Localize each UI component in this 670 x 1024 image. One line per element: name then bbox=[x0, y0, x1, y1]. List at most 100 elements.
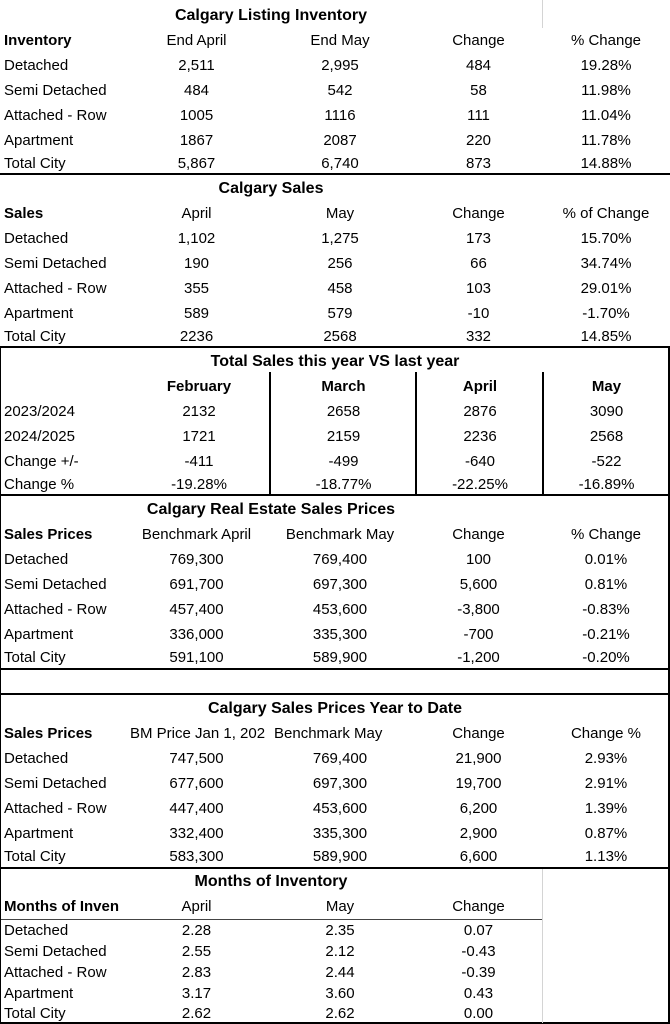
data-cell: 583,300 bbox=[169, 848, 224, 865]
data-cell: 0.81% bbox=[584, 576, 628, 593]
row-label: Attached - Row bbox=[4, 964, 107, 981]
data-cell: 769,300 bbox=[169, 551, 224, 568]
data-cell: 6,600 bbox=[459, 848, 498, 865]
row-label: Total City bbox=[4, 155, 66, 172]
data-cell: 691,700 bbox=[169, 576, 224, 593]
section-divider bbox=[0, 1022, 670, 1024]
table-row: Total City 2236 2568 332 14.85% bbox=[0, 326, 670, 347]
row-label: Apartment bbox=[4, 985, 74, 1002]
section-title-row: Total Sales this year VS last year bbox=[0, 349, 670, 374]
row-label: Change +/- bbox=[4, 453, 79, 470]
table-row: Detached 769,300 769,400 100 0.01% bbox=[0, 547, 670, 572]
data-cell: 14.88% bbox=[580, 155, 632, 172]
data-cell: 1867 bbox=[179, 132, 214, 149]
section-title-row: Calgary Listing Inventory bbox=[0, 3, 670, 28]
table-row: Apartment 336,000 335,300 -700 -0.21% bbox=[0, 622, 670, 647]
table-row: Semi Detached 190 256 66 34.74% bbox=[0, 251, 670, 276]
data-cell: 0.01% bbox=[584, 551, 628, 568]
header-cell: April bbox=[181, 205, 212, 222]
data-cell: 190 bbox=[183, 255, 210, 272]
data-cell: 19.28% bbox=[580, 57, 632, 74]
row-label: Detached bbox=[4, 230, 69, 247]
data-cell: 3090 bbox=[589, 403, 624, 420]
table-row: 2023/2024 2132 2658 2876 3090 bbox=[0, 399, 670, 424]
section-divider bbox=[0, 867, 670, 869]
column-divider bbox=[269, 372, 271, 495]
header-row: Sales Prices BM Price Jan 1, 202 Benchma… bbox=[0, 721, 670, 746]
data-cell: -19.28% bbox=[171, 476, 227, 493]
data-cell: 2.93% bbox=[584, 750, 628, 767]
header-row: Sales Prices Benchmark April Benchmark M… bbox=[0, 522, 670, 547]
data-cell: 6,200 bbox=[459, 800, 498, 817]
header-cell: Change bbox=[452, 205, 505, 222]
column-divider bbox=[415, 372, 417, 495]
data-cell: 2,900 bbox=[459, 825, 498, 842]
row-label: Change % bbox=[4, 476, 75, 493]
data-cell: 769,400 bbox=[312, 750, 368, 767]
row-label: 2024/2025 bbox=[4, 428, 75, 445]
table-row: Attached - Row 1005 1116 111 11.04% bbox=[0, 103, 670, 128]
grid-line bbox=[542, 0, 543, 28]
row-label: Semi Detached bbox=[4, 775, 107, 792]
section-title: Calgary Real Estate Sales Prices bbox=[146, 500, 396, 518]
data-cell: 11.04% bbox=[581, 107, 631, 124]
data-cell: 2159 bbox=[326, 428, 361, 445]
header-cell bbox=[0, 374, 128, 399]
data-cell: 0.43 bbox=[463, 985, 494, 1002]
header-row: Sales April May Change % of Change bbox=[0, 201, 670, 226]
row-label: Apartment bbox=[4, 305, 74, 322]
data-cell: 5,867 bbox=[177, 155, 216, 172]
data-cell: 173 bbox=[465, 230, 492, 247]
data-cell: 591,100 bbox=[169, 649, 224, 666]
data-cell: 579 bbox=[327, 305, 353, 322]
table-row: Attached - Row 457,400 453,600 -3,800 -0… bbox=[0, 597, 670, 622]
data-cell bbox=[542, 941, 670, 962]
data-cell: -0.20% bbox=[582, 649, 630, 666]
section-title: Months of Inventory bbox=[194, 872, 348, 890]
data-cell: -700 bbox=[463, 626, 494, 643]
header-cell: % Change bbox=[570, 32, 642, 49]
table-row: Change +/- -411 -499 -640 -522 bbox=[0, 449, 670, 474]
data-cell: 3.17 bbox=[181, 985, 212, 1002]
data-cell: 335,300 bbox=[312, 825, 368, 842]
data-cell: 1,102 bbox=[177, 230, 216, 247]
table-row: Total City 2.62 2.62 0.00 bbox=[0, 1004, 670, 1022]
data-cell: 11.98% bbox=[581, 82, 631, 99]
section-divider bbox=[0, 173, 670, 175]
data-cell: 1,275 bbox=[321, 230, 359, 247]
data-cell: 484 bbox=[183, 82, 210, 99]
section-divider bbox=[0, 346, 670, 348]
row-label: Detached bbox=[4, 57, 69, 74]
data-cell: 2.62 bbox=[325, 1004, 355, 1022]
table-row: Attached - Row 447,400 453,600 6,200 1.3… bbox=[0, 796, 670, 821]
row-label: Detached bbox=[4, 551, 69, 568]
header-row: Inventory End April End May Change % Cha… bbox=[0, 28, 670, 53]
section-title: Calgary Sales bbox=[218, 179, 324, 197]
data-cell: 100 bbox=[465, 551, 492, 568]
data-cell: 220 bbox=[465, 132, 492, 149]
data-cell: 336,000 bbox=[169, 626, 224, 643]
header-cell: Change bbox=[452, 526, 505, 543]
data-cell: 2.28 bbox=[181, 922, 212, 939]
row-label: Apartment bbox=[4, 132, 74, 149]
data-cell: 2132 bbox=[182, 403, 216, 420]
table-row: Attached - Row 355 458 103 29.01% bbox=[0, 276, 670, 301]
data-cell: 11.78% bbox=[581, 132, 631, 149]
data-cell: 355 bbox=[183, 280, 210, 297]
section-title: Total Sales this year VS last year bbox=[210, 352, 460, 370]
data-cell: 589,900 bbox=[312, 649, 368, 666]
data-cell: 5,600 bbox=[459, 576, 498, 593]
table-row: Attached - Row 2.83 2.44 -0.39 bbox=[0, 962, 670, 983]
row-label: Apartment bbox=[4, 626, 74, 643]
section-title-row: Calgary Real Estate Sales Prices bbox=[0, 497, 670, 522]
data-cell: 697,300 bbox=[312, 775, 368, 792]
data-cell: 1.39% bbox=[584, 800, 628, 817]
header-cell: Change % bbox=[570, 725, 642, 742]
row-label: Apartment bbox=[4, 825, 74, 842]
data-cell: 2.91% bbox=[584, 775, 628, 792]
data-cell: 2876 bbox=[463, 403, 497, 420]
table-row: Apartment 3.17 3.60 0.43 bbox=[0, 983, 670, 1004]
row-label: Semi Detached bbox=[4, 576, 107, 593]
table-row: Semi Detached 677,600 697,300 19,700 2.9… bbox=[0, 771, 670, 796]
